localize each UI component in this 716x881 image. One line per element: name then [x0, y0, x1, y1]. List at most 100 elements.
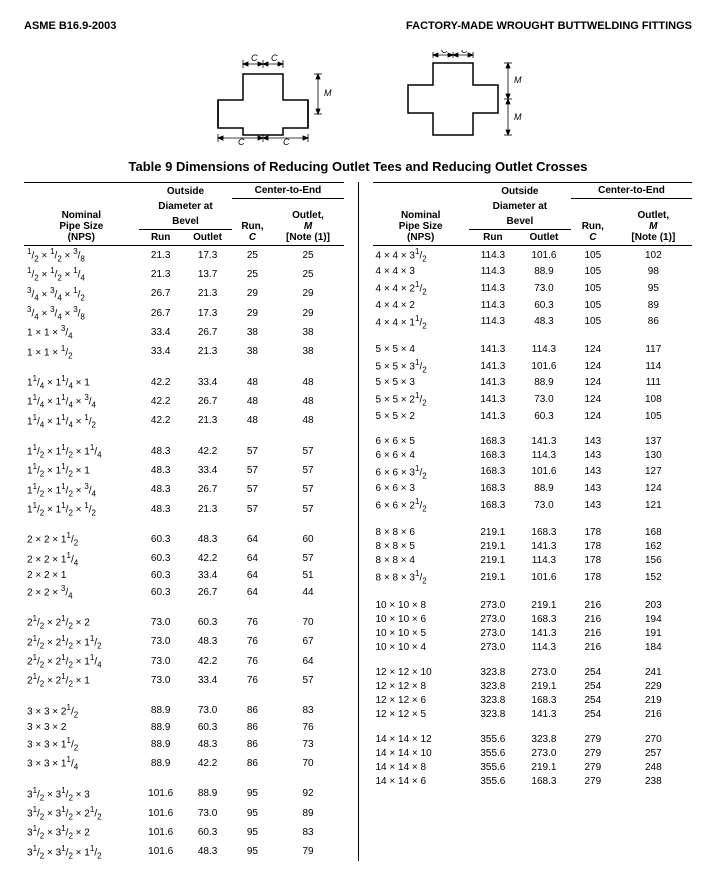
cross-diagram: C C M M: [378, 50, 528, 145]
cell-outlet: 42.2: [183, 651, 233, 670]
table-row: 4 × 4 × 11/2114.348.310586: [373, 312, 693, 331]
cell-c: 178: [571, 554, 615, 568]
cell-c: 124: [571, 376, 615, 390]
cell-nps: 11/4 × 11/4 × 1/2: [24, 411, 139, 430]
cell-nps: 21/2 × 21/2 × 2: [24, 613, 139, 632]
cell-c: 279: [571, 774, 615, 788]
cell-run: 26.7: [139, 284, 183, 303]
table-row: 11/2 × 11/2 × 11/448.342.25757: [24, 441, 344, 460]
cell-run: 219.1: [469, 540, 517, 554]
cell-run: 323.8: [469, 679, 517, 693]
cell-outlet: 141.3: [517, 540, 571, 554]
table-row: 11/2 × 11/2 × 1/248.321.35757: [24, 499, 344, 518]
cell-c: 279: [571, 746, 615, 760]
cell-outlet: 21.3: [183, 284, 233, 303]
cell-m: 156: [615, 554, 692, 568]
cell-run: 101.6: [139, 784, 183, 803]
cell-outlet: 141.3: [517, 626, 571, 640]
cell-run: 114.3: [469, 279, 517, 298]
cell-nps: 21/2 × 21/2 × 1: [24, 671, 139, 690]
left-tbody: 1/2 × 1/2 × 3/821.317.325251/2 × 1/2 × 1…: [24, 245, 344, 861]
table-row: 8 × 8 × 31/2219.1101.6178152: [373, 568, 693, 587]
cell-outlet: 26.7: [183, 582, 233, 601]
cell-c: 57: [232, 441, 272, 460]
cell-m: 194: [615, 612, 692, 626]
cell-run: 355.6: [469, 760, 517, 774]
cell-c: 86: [232, 701, 272, 720]
cell-run: 60.3: [139, 530, 183, 549]
cell-run: 42.2: [139, 392, 183, 411]
cell-outlet: 168.3: [517, 612, 571, 626]
cell-outlet: 219.1: [517, 760, 571, 774]
cell-c: 64: [232, 568, 272, 582]
cell-nps: 1/2 × 1/2 × 3/8: [24, 245, 139, 265]
cell-nps: 21/2 × 21/2 × 11/4: [24, 651, 139, 670]
cell-nps: 3 × 3 × 2: [24, 720, 139, 734]
cell-outlet: 114.3: [517, 554, 571, 568]
svg-text:C: C: [251, 53, 258, 63]
cell-nps: 3 × 3 × 21/2: [24, 701, 139, 720]
cell-nps: 12 × 12 × 8: [373, 679, 469, 693]
cell-m: 257: [615, 746, 692, 760]
cell-nps: 10 × 10 × 5: [373, 626, 469, 640]
right-tbody: 4 × 4 × 31/2114.3101.61051024 × 4 × 3114…: [373, 245, 693, 788]
cell-c: 105: [571, 298, 615, 312]
cell-m: 44: [273, 582, 344, 601]
cell-nps: 6 × 6 × 4: [373, 448, 469, 462]
svg-text:M: M: [514, 112, 522, 122]
cell-run: 168.3: [469, 448, 517, 462]
cell-m: 184: [615, 640, 692, 654]
cell-c: 143: [571, 481, 615, 495]
tee-diagram: C C M C C: [188, 50, 338, 145]
cell-run: 60.3: [139, 582, 183, 601]
table-row: 14 × 14 × 6355.6168.3279238: [373, 774, 693, 788]
cell-c: 254: [571, 693, 615, 707]
cell-c: 143: [571, 434, 615, 448]
cell-run: 273.0: [469, 612, 517, 626]
cell-c: 95: [232, 842, 272, 861]
cell-m: 241: [615, 665, 692, 679]
table-row: 21/2 × 21/2 × 273.060.37670: [24, 613, 344, 632]
table-row: 14 × 14 × 12355.6323.8279270: [373, 732, 693, 746]
right-table: Nominal Pipe Size (NPS) Outside Center-t…: [373, 182, 693, 788]
cell-c: 105: [571, 265, 615, 279]
cell-run: 73.0: [139, 671, 183, 690]
cell-c: 95: [232, 803, 272, 822]
cell-outlet: 60.3: [183, 720, 233, 734]
cell-run: 48.3: [139, 499, 183, 518]
table-row: 3 × 3 × 288.960.38676: [24, 720, 344, 734]
table-row: 2 × 2 × 11/260.348.36460: [24, 530, 344, 549]
table-row: 4 × 4 × 21/2114.373.010595: [373, 279, 693, 298]
table-row: 10 × 10 × 4273.0114.3216184: [373, 640, 693, 654]
cell-m: 83: [273, 701, 344, 720]
doc-title: FACTORY-MADE WROUGHT BUTTWELDING FITTING…: [406, 20, 692, 32]
cell-c: 216: [571, 612, 615, 626]
cell-outlet: 323.8: [517, 732, 571, 746]
cell-run: 21.3: [139, 265, 183, 284]
cell-m: 25: [273, 265, 344, 284]
table-row: 1 × 1 × 3/433.426.73838: [24, 323, 344, 342]
cell-c: 64: [232, 530, 272, 549]
cell-outlet: 60.3: [183, 613, 233, 632]
cell-nps: 14 × 14 × 8: [373, 760, 469, 774]
cell-outlet: 48.3: [183, 842, 233, 861]
cell-c: 279: [571, 760, 615, 774]
cell-outlet: 88.9: [517, 376, 571, 390]
cell-m: 89: [615, 298, 692, 312]
cell-run: 219.1: [469, 568, 517, 587]
cell-m: 48: [273, 392, 344, 411]
cell-nps: 6 × 6 × 5: [373, 434, 469, 448]
cell-outlet: 48.3: [183, 530, 233, 549]
cell-run: 33.4: [139, 323, 183, 342]
cell-c: 105: [571, 279, 615, 298]
cell-c: 143: [571, 462, 615, 481]
cell-c: 64: [232, 582, 272, 601]
cell-run: 73.0: [139, 613, 183, 632]
cell-m: 70: [273, 613, 344, 632]
cell-run: 60.3: [139, 549, 183, 568]
cell-outlet: 168.3: [517, 526, 571, 540]
cell-outlet: 219.1: [517, 598, 571, 612]
table-row: 5 × 5 × 31/2141.3101.6124114: [373, 356, 693, 375]
cell-nps: 6 × 6 × 3: [373, 481, 469, 495]
cell-m: 73: [273, 734, 344, 753]
